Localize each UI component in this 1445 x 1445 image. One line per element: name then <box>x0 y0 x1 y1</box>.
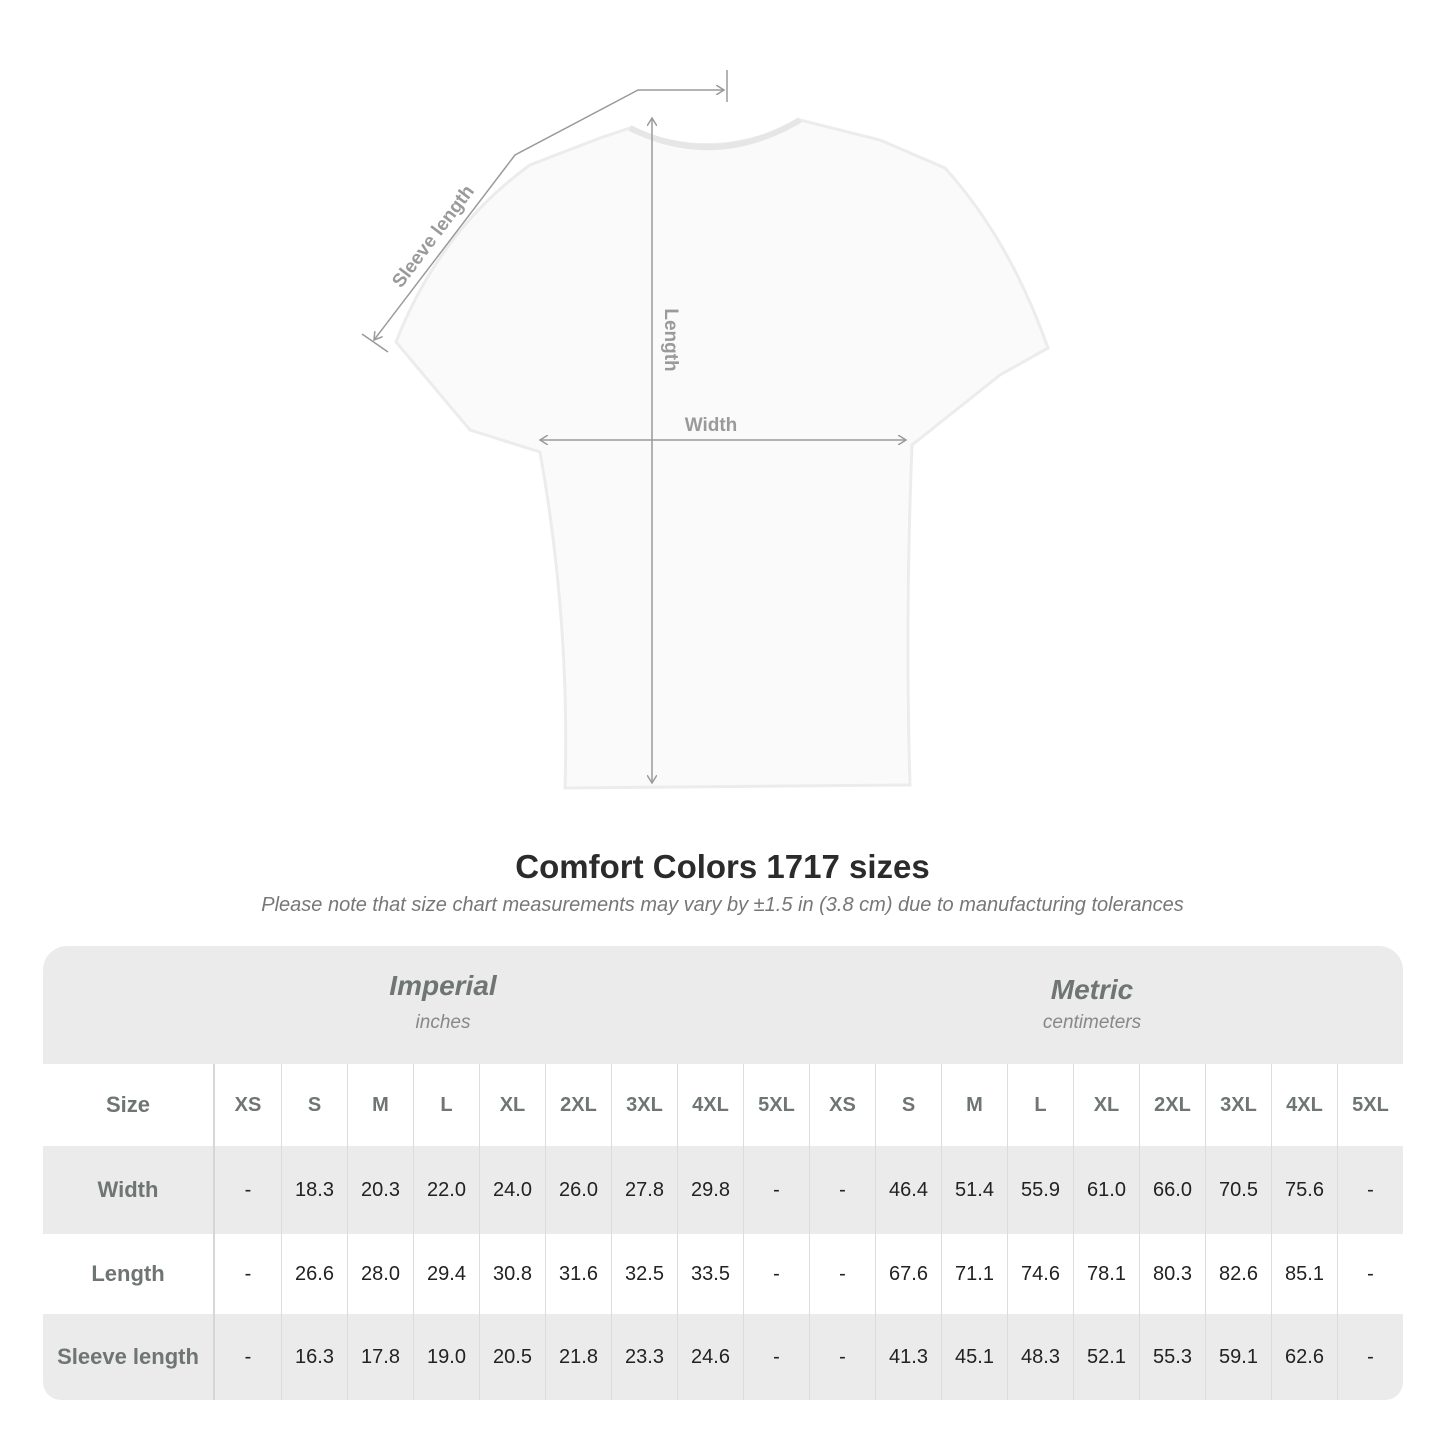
table-cell: - <box>809 1146 875 1234</box>
page-title: Comfort Colors 1717 sizes <box>515 848 930 885</box>
size-header-row: Size XS S M L XL 2XL 3XL 4XL 5XL XS S M L XL 2XL 3XL 4XL 5… <box>43 1064 1403 1146</box>
table-cell: 78.1 <box>1073 1234 1139 1314</box>
table-cell: 28.0 <box>347 1234 413 1314</box>
table-cell: 24.0 <box>479 1146 545 1234</box>
table-cell: 45.1 <box>941 1314 1007 1400</box>
table-cell: - <box>743 1314 809 1400</box>
table-cell: 32.5 <box>611 1234 677 1314</box>
table-cell: - <box>244 1345 252 1368</box>
row-label: Width <box>43 1146 215 1234</box>
table-cell: 55.3 <box>1139 1314 1205 1400</box>
size-header-cell: XL <box>1073 1064 1139 1146</box>
size-header-cell: 4XL <box>677 1064 743 1146</box>
size-header-cell: 5XL <box>1337 1064 1403 1146</box>
table-row: Length -26.6 28.0 29.4 30.8 31.6 32.5 33.5- -67.… <box>43 1234 1403 1314</box>
table-cell: 27.8 <box>611 1146 677 1234</box>
size-header-cell: 2XL <box>1139 1064 1205 1146</box>
table-cell: 33.5 <box>677 1234 743 1314</box>
table-cell: 74.6 <box>1007 1234 1073 1314</box>
imperial-unit: inches <box>415 1012 471 1033</box>
unit-system-header: Imperial inches Metric centimeters <box>43 946 1403 1064</box>
table-cell: 19.0 <box>413 1314 479 1400</box>
tolerance-note: Please note that size chart measurements… <box>261 894 1184 916</box>
table-cell: 26.6 <box>281 1234 347 1314</box>
sleeve-measure-line <box>374 90 724 340</box>
table-cell: 17.8 <box>347 1314 413 1400</box>
table-cell: 61.0 <box>1073 1146 1139 1234</box>
table-cell: 29.4 <box>413 1234 479 1314</box>
size-header-cell: 2XL <box>545 1064 611 1146</box>
size-header-cell: M <box>347 1064 413 1146</box>
table-cell: 48.3 <box>1007 1314 1073 1400</box>
table-cell: 62.6 <box>1271 1314 1337 1400</box>
table-cell: 80.3 <box>1139 1234 1205 1314</box>
size-header-cell: XL <box>479 1064 545 1146</box>
table-cell: 75.6 <box>1271 1146 1337 1234</box>
size-header-cell: L <box>1007 1064 1073 1146</box>
size-header-cell: 3XL <box>1205 1064 1271 1146</box>
table-cell: - <box>1337 1146 1403 1234</box>
size-header-cell: M <box>941 1064 1007 1146</box>
table-cell: 85.1 <box>1271 1234 1337 1314</box>
size-header-cell: XS <box>234 1093 262 1116</box>
metric-header: Metric centimeters <box>809 974 1375 1034</box>
metric-unit: centimeters <box>1042 1012 1142 1033</box>
table-row: Width -18.3 20.3 22.0 24.0 26.0 27.8 29.8- -46.4… <box>43 1146 1403 1234</box>
table-cell: 20.5 <box>479 1314 545 1400</box>
table-cell: 70.5 <box>1205 1146 1271 1234</box>
row-label: Sleeve length <box>43 1314 215 1400</box>
table-cell: 46.4 <box>875 1146 941 1234</box>
imperial-header: Imperial inches <box>215 970 671 1034</box>
table-cell: 29.8 <box>677 1146 743 1234</box>
table-cell: - <box>809 1234 875 1314</box>
table-cell: 30.8 <box>479 1234 545 1314</box>
table-cell: - <box>743 1146 809 1234</box>
table-cell: 21.8 <box>545 1314 611 1400</box>
length-label: Length <box>660 308 681 371</box>
table-cell: - <box>809 1314 875 1400</box>
table-cell: 31.6 <box>545 1234 611 1314</box>
size-header-cell: L <box>413 1064 479 1146</box>
tshirt-shape <box>394 118 1050 790</box>
size-table: Imperial inches Metric centimeters Size X… <box>43 946 1403 1400</box>
table-cell: 24.6 <box>677 1314 743 1400</box>
size-header-cell: XS <box>809 1064 875 1146</box>
table-cell: 66.0 <box>1139 1146 1205 1234</box>
table-cell: 16.3 <box>281 1314 347 1400</box>
table-cell: - <box>743 1234 809 1314</box>
table-cell: 20.3 <box>347 1146 413 1234</box>
table-cell: 67.6 <box>875 1234 941 1314</box>
row-label: Length <box>43 1234 215 1314</box>
imperial-title: Imperial <box>389 970 497 1001</box>
table-cell: 52.1 <box>1073 1314 1139 1400</box>
table-cell: 51.4 <box>941 1146 1007 1234</box>
table-cell: 18.3 <box>281 1146 347 1234</box>
size-header-cell: 4XL <box>1271 1064 1337 1146</box>
table-cell: - <box>244 1178 252 1201</box>
table-cell: 82.6 <box>1205 1234 1271 1314</box>
table-cell: - <box>1337 1314 1403 1400</box>
size-header-cell: 3XL <box>611 1064 677 1146</box>
table-cell: - <box>1337 1234 1403 1314</box>
metric-title: Metric <box>1050 974 1134 1005</box>
table-cell: 59.1 <box>1205 1314 1271 1400</box>
table-cell: 26.0 <box>545 1146 611 1234</box>
table-cell: - <box>244 1262 252 1285</box>
size-header-cell: 5XL <box>743 1064 809 1146</box>
table-row: Sleeve length - 16.3 17.8 19.0 20.5 21.8 23.3 24… <box>43 1314 1403 1400</box>
table-cell: 23.3 <box>611 1314 677 1400</box>
table-cell: 55.9 <box>1007 1146 1073 1234</box>
table-cell: 71.1 <box>941 1234 1007 1314</box>
width-label: Width <box>685 415 738 436</box>
table-cell: 22.0 <box>413 1146 479 1234</box>
size-header-cell: S <box>281 1064 347 1146</box>
table-cell: 41.3 <box>875 1314 941 1400</box>
row-label: Size <box>43 1064 215 1146</box>
tshirt-diagram: Width Length Sleeve length <box>361 70 1050 790</box>
size-header-cell: S <box>875 1064 941 1146</box>
